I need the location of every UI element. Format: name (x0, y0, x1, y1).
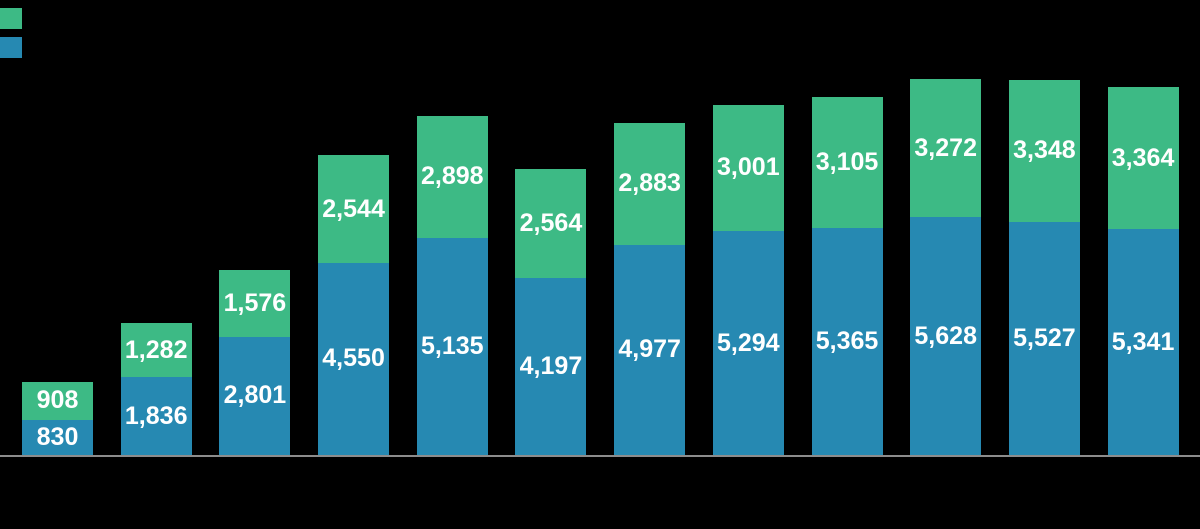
bar-value-label: 5,628 (914, 321, 977, 350)
bar-segment-blue: 830 (22, 419, 93, 455)
bar-value-label: 2,898 (420, 162, 484, 191)
bar-segment-green: 2,564 (515, 169, 587, 278)
bar-value-label: 3,364 (1111, 143, 1175, 172)
bar-value-label: 1,576 (223, 288, 287, 317)
bar-value-label: 4,550 (322, 344, 385, 373)
stacked-bar: 2,898 5,135 (416, 115, 488, 455)
bar-segment-green: 3,001 (712, 104, 784, 232)
bar-segment-green: 3,364 (1107, 87, 1179, 230)
bar-value-label: 5,294 (717, 328, 780, 357)
bar-value-label: 2,544 (322, 194, 385, 223)
stacked-bar: 3,348 5,527 (1008, 80, 1080, 455)
stacked-bar: 3,272 5,628 (910, 79, 982, 455)
bar-value-label: 3,272 (914, 133, 977, 162)
bar-segment-green: 2,544 (318, 155, 390, 263)
bar-segment-green: 3,105 (811, 97, 883, 229)
bar-value-label: 3,105 (815, 148, 879, 177)
x-axis-label-area (0, 457, 1200, 529)
bar-value-label: 3,001 (717, 153, 780, 182)
stacked-bar: 3,105 5,365 (811, 97, 883, 455)
bar-value-label: 4,977 (618, 335, 681, 364)
bar-value-label: 1,836 (124, 401, 188, 430)
bar-segment-blue: 1,836 (120, 377, 192, 455)
bar-value-label: 2,801 (223, 381, 287, 410)
bar-segment-green: 1,576 (219, 270, 291, 337)
bar-segment-green: 2,898 (416, 115, 488, 239)
bar-segment-blue: 4,550 (318, 262, 390, 455)
stacked-bar: 2,883 4,977 (614, 122, 686, 455)
bar-segment-blue: 5,365 (811, 228, 883, 455)
chart-legend (0, 8, 22, 58)
plot-area: 908 830 1,282 1,836 1,576 2,801 2,544 4,550 2,89… (22, 0, 1179, 455)
bar-segment-blue: 4,197 (515, 277, 587, 455)
bar-segment-blue: 5,135 (416, 238, 488, 455)
x-axis-line (0, 455, 1200, 457)
bar-segment-blue: 5,527 (1008, 221, 1080, 455)
bar-value-label: 5,527 (1013, 323, 1076, 352)
bar-segment-green: 3,348 (1008, 80, 1080, 222)
stacked-bar: 3,001 5,294 (712, 104, 784, 455)
bar-value-label: 2,883 (618, 169, 681, 198)
stacked-bar: 2,564 4,197 (515, 169, 587, 455)
bar-segment-green: 908 (22, 381, 93, 420)
bar-segment-green: 2,883 (614, 122, 686, 245)
bar-value-label: 908 (36, 386, 79, 415)
bar-value-label: 2,564 (519, 209, 583, 238)
bar-segment-blue: 5,294 (712, 231, 784, 455)
bar-value-label: 5,365 (815, 327, 879, 356)
stacked-bar: 3,364 5,341 (1107, 87, 1179, 455)
bar-value-label: 830 (36, 422, 79, 451)
bar-value-label: 4,197 (519, 351, 583, 380)
bar-value-label: 5,135 (420, 332, 484, 361)
legend-swatch-green (0, 8, 22, 29)
bar-segment-blue: 5,341 (1107, 229, 1179, 455)
stacked-bar: 908 830 (22, 381, 93, 455)
bar-segment-blue: 5,628 (910, 217, 982, 455)
bar-value-label: 5,341 (1111, 327, 1175, 356)
bar-segment-blue: 4,977 (614, 244, 686, 455)
bar-segment-green: 3,272 (910, 79, 982, 218)
bar-segment-green: 1,282 (120, 323, 192, 378)
bar-value-label: 1,282 (124, 335, 188, 364)
bar-value-label: 3,348 (1013, 136, 1076, 165)
legend-swatch-blue (0, 37, 22, 58)
stacked-bar: 2,544 4,550 (318, 155, 390, 455)
stacked-bar: 1,576 2,801 (219, 270, 291, 455)
stacked-bar: 1,282 1,836 (120, 323, 192, 455)
bar-segment-blue: 2,801 (219, 336, 291, 455)
